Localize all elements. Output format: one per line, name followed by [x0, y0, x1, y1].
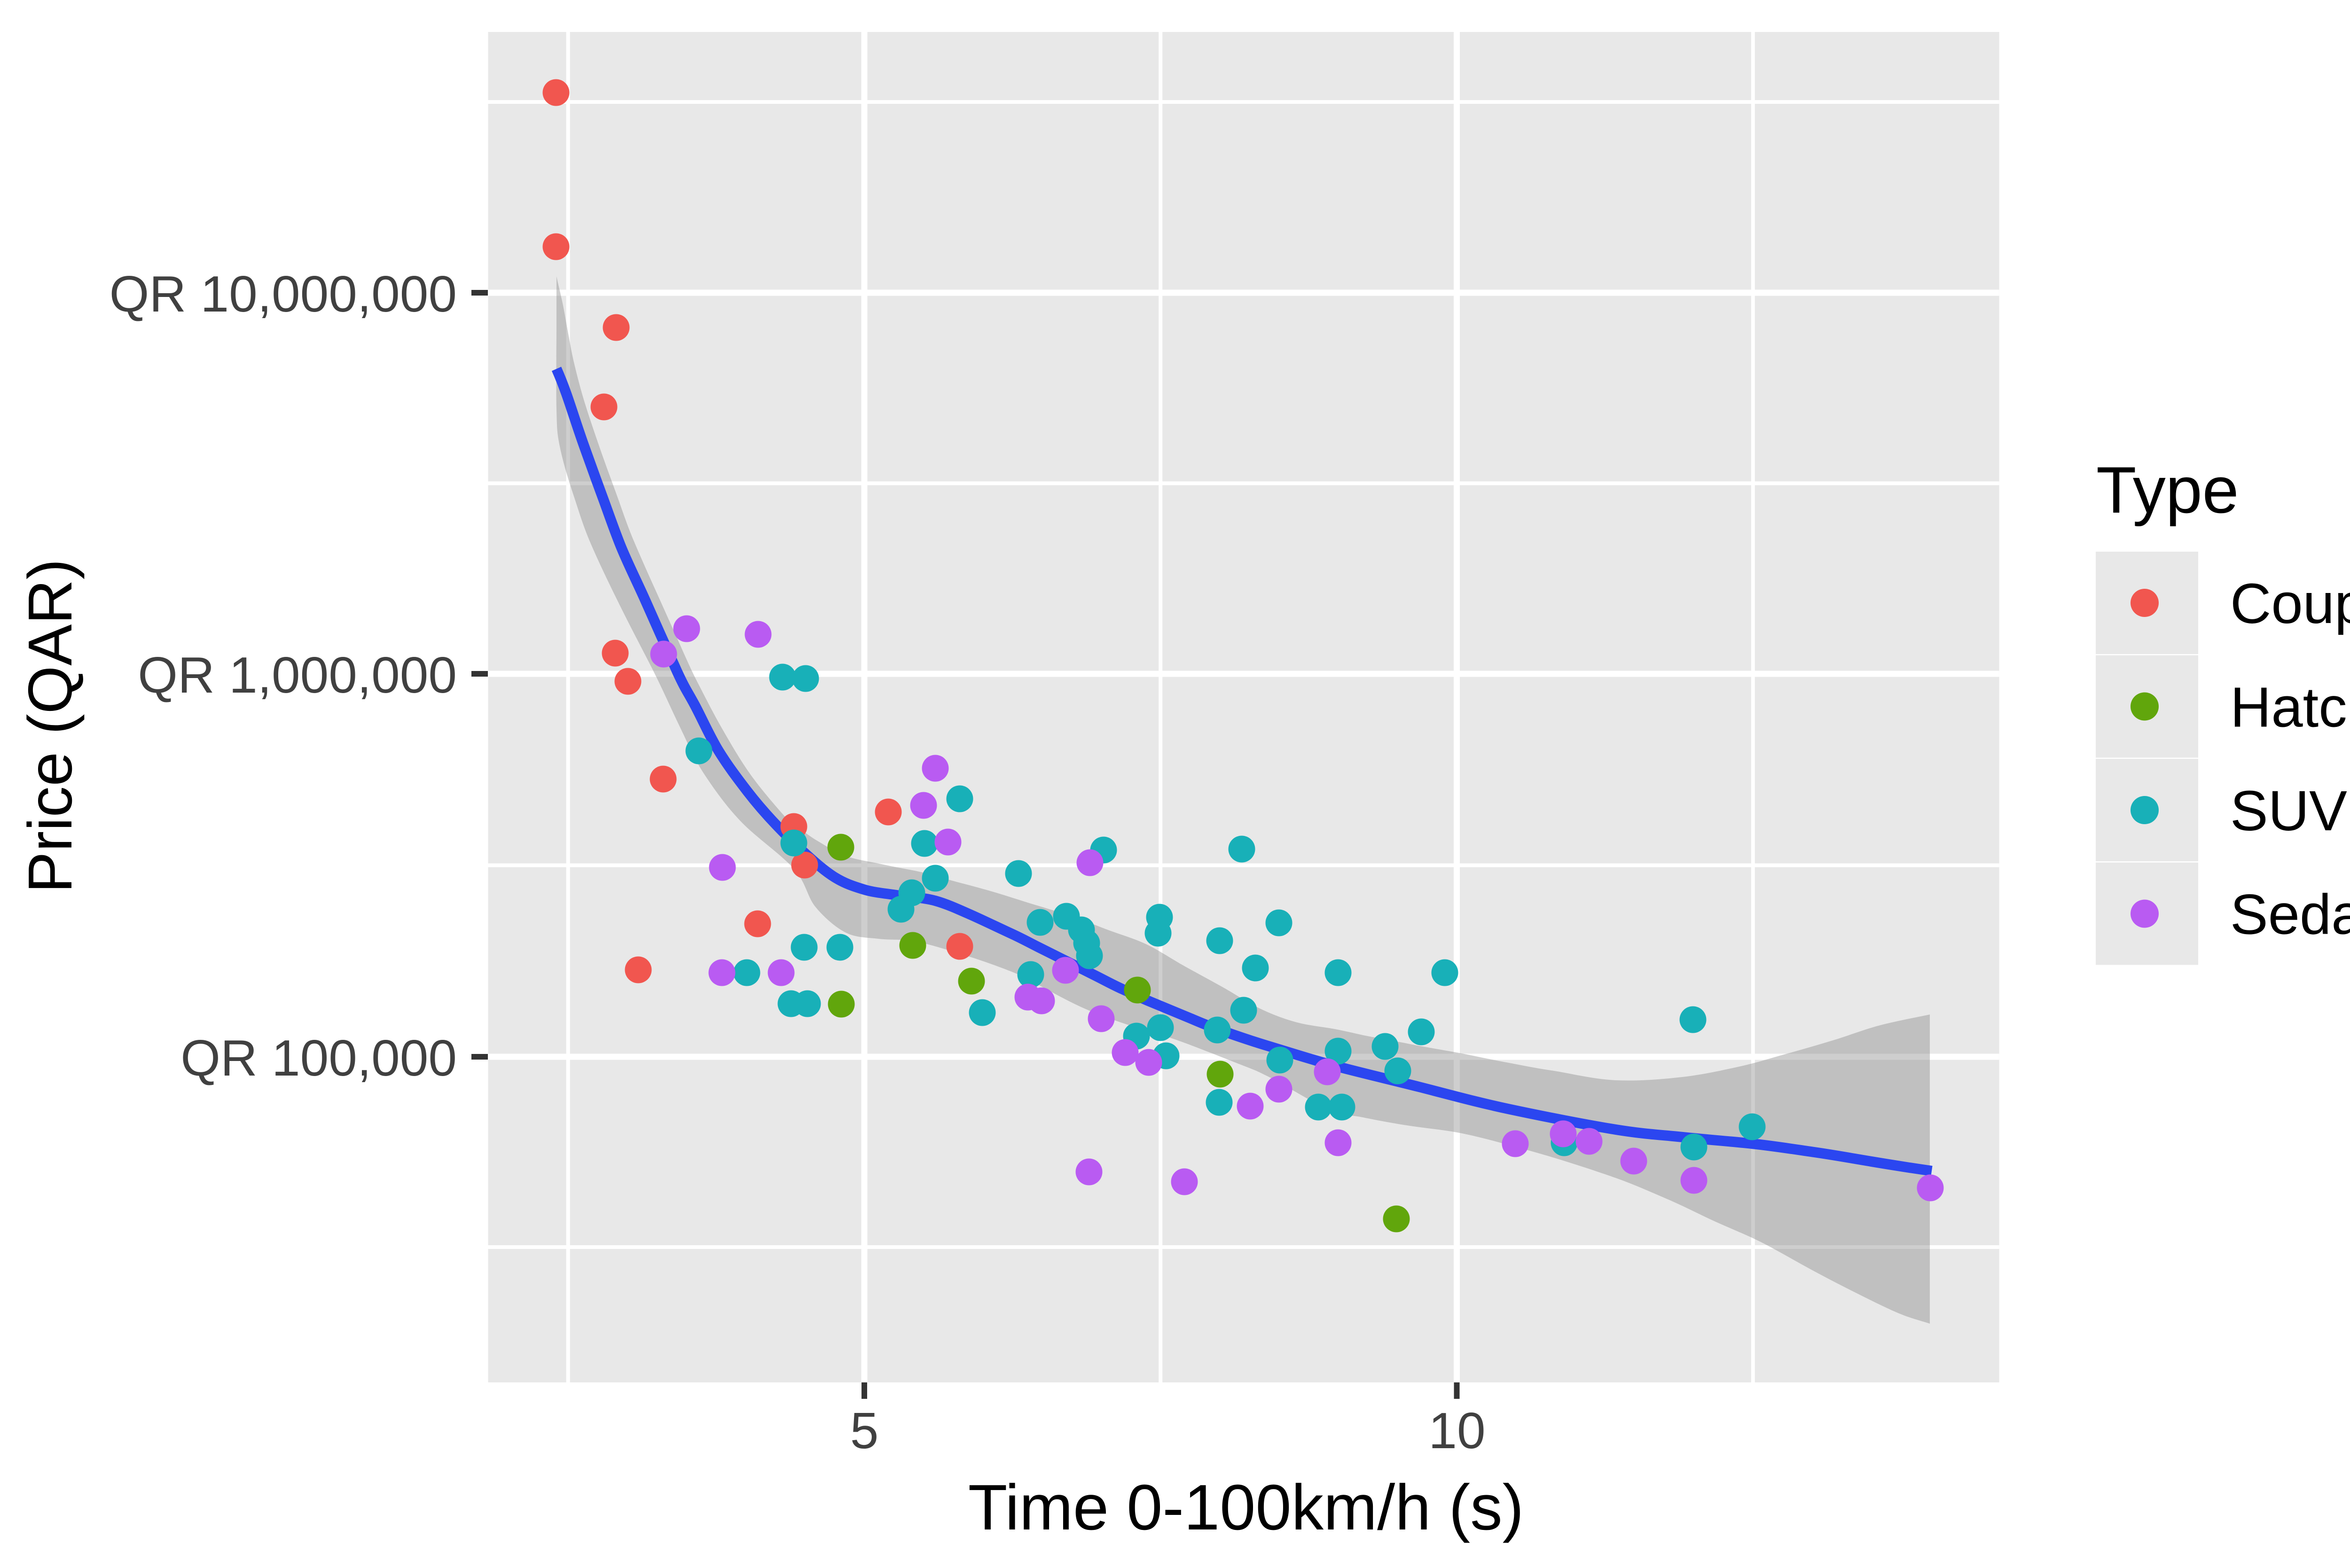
- svg-text:10: 10: [1428, 1402, 1485, 1459]
- svg-text:Sedan: Sedan: [2230, 882, 2350, 946]
- svg-text:Price (QAR): Price (QAR): [16, 559, 85, 893]
- svg-text:Coupe: Coupe: [2230, 571, 2350, 635]
- svg-text:SUV: SUV: [2230, 779, 2347, 843]
- svg-text:QR 100,000: QR 100,000: [180, 1030, 457, 1087]
- svg-text:Type: Type: [2096, 453, 2239, 527]
- svg-text:QR 1,000,000: QR 1,000,000: [138, 647, 457, 704]
- svg-text:Hatchback: Hatchback: [2230, 675, 2350, 739]
- svg-text:Time 0-100km/h (s): Time 0-100km/h (s): [968, 1472, 1524, 1544]
- svg-text:5: 5: [850, 1402, 879, 1459]
- svg-text:QR 10,000,000: QR 10,000,000: [110, 265, 457, 323]
